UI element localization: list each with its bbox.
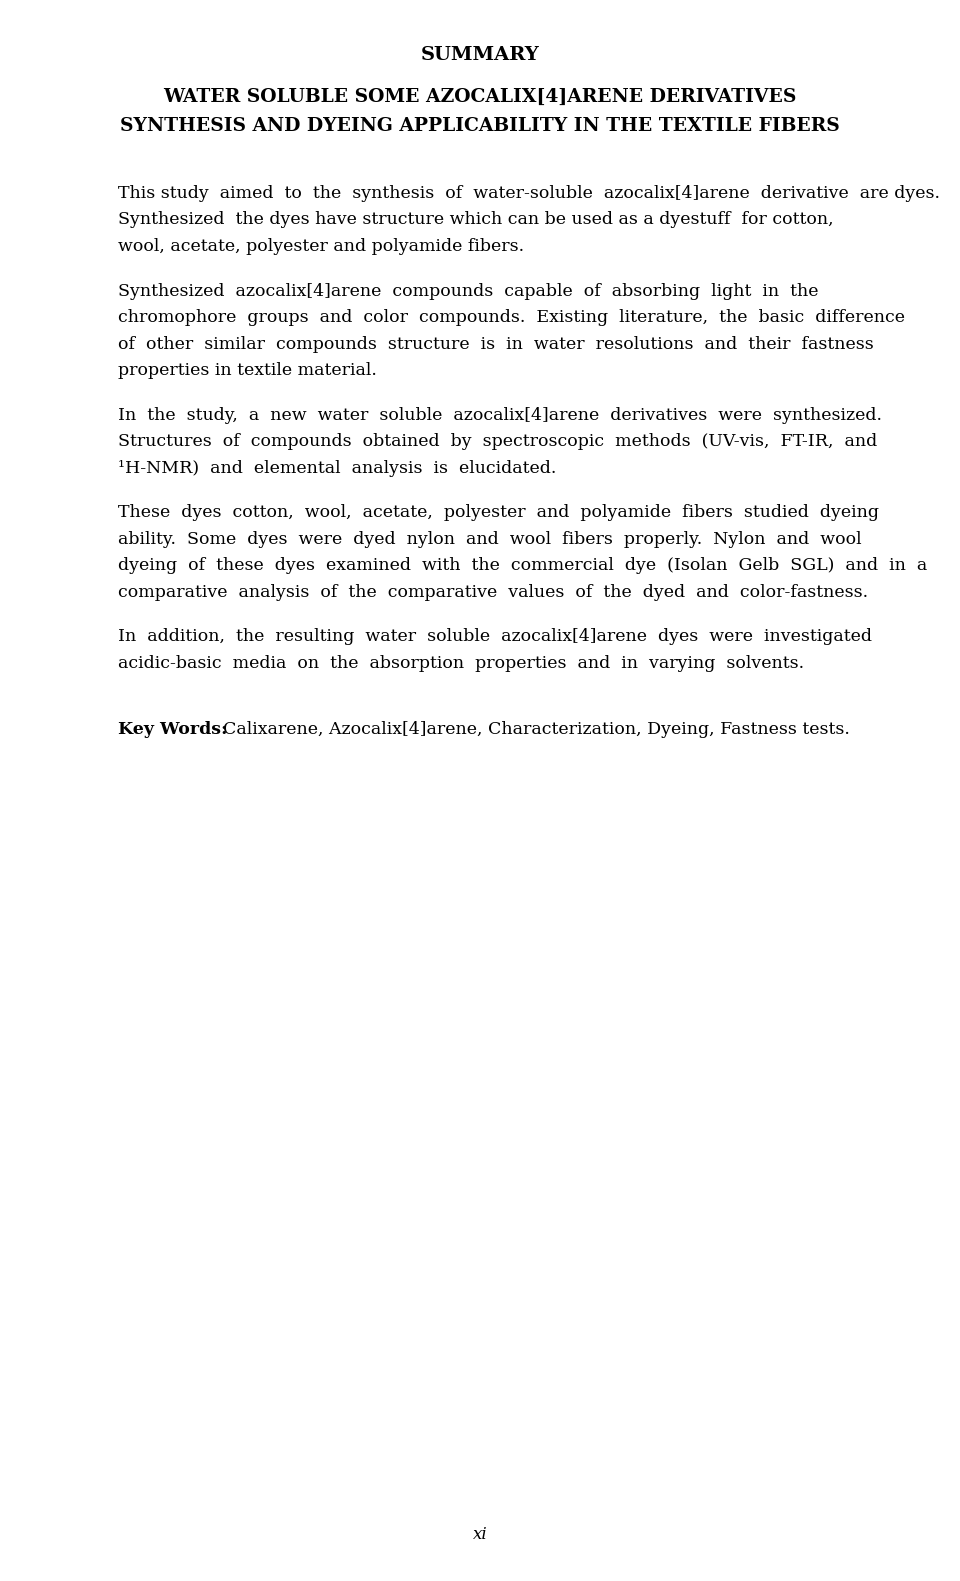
Text: chromophore  groups  and  color  compounds.  Existing  literature,  the  basic  : chromophore groups and color compounds. … [118, 308, 905, 326]
Text: WATER SOLUBLE SOME AZOCALIX[4]ARENE DERIVATIVES: WATER SOLUBLE SOME AZOCALIX[4]ARENE DERI… [163, 89, 797, 106]
Text: comparative  analysis  of  the  comparative  values  of  the  dyed  and  color-f: comparative analysis of the comparative … [118, 583, 868, 601]
Text: properties in textile material.: properties in textile material. [118, 362, 377, 379]
Text: Synthesized  azocalix[4]arene  compounds  capable  of  absorbing  light  in  the: Synthesized azocalix[4]arene compounds c… [118, 283, 819, 299]
Text: These  dyes  cotton,  wool,  acetate,  polyester  and  polyamide  fibers  studie: These dyes cotton, wool, acetate, polyes… [118, 504, 879, 522]
Text: Structures  of  compounds  obtained  by  spectroscopic  methods  (UV-vis,  FT-IR: Structures of compounds obtained by spec… [118, 433, 877, 451]
Text: acidic-basic  media  on  the  absorption  properties  and  in  varying  solvents: acidic-basic media on the absorption pro… [118, 655, 804, 672]
Text: This study  aimed  to  the  synthesis  of  water-soluble  azocalix[4]arene  deri: This study aimed to the synthesis of wat… [118, 185, 940, 202]
Text: dyeing  of  these  dyes  examined  with  the  commercial  dye  (Isolan  Gelb  SG: dyeing of these dyes examined with the c… [118, 557, 927, 574]
Text: of  other  similar  compounds  structure  is  in  water  resolutions  and  their: of other similar compounds structure is … [118, 335, 874, 353]
Text: In  the  study,  a  new  water  soluble  azocalix[4]arene  derivatives  were  sy: In the study, a new water soluble azocal… [118, 406, 882, 424]
Text: ¹H-NMR)  and  elemental  analysis  is  elucidated.: ¹H-NMR) and elemental analysis is elucid… [118, 460, 557, 476]
Text: Synthesized  the dyes have structure which can be used as a dyestuff  for cotton: Synthesized the dyes have structure whic… [118, 212, 833, 229]
Text: ability.  Some  dyes  were  dyed  nylon  and  wool  fibers  properly.  Nylon  an: ability. Some dyes were dyed nylon and w… [118, 531, 862, 547]
Text: SUMMARY: SUMMARY [420, 46, 540, 63]
Text: Calixarene, Azocalix[4]arene, Characterization, Dyeing, Fastness tests.: Calixarene, Azocalix[4]arene, Characteri… [223, 721, 850, 738]
Text: wool, acetate, polyester and polyamide fibers.: wool, acetate, polyester and polyamide f… [118, 239, 524, 255]
Text: In  addition,  the  resulting  water  soluble  azocalix[4]arene  dyes  were  inv: In addition, the resulting water soluble… [118, 628, 872, 645]
Text: SYNTHESIS AND DYEING APPLICABILITY IN THE TEXTILE FIBERS: SYNTHESIS AND DYEING APPLICABILITY IN TH… [120, 117, 840, 134]
Text: xi: xi [472, 1526, 488, 1543]
Text: Key Words:: Key Words: [118, 721, 228, 738]
